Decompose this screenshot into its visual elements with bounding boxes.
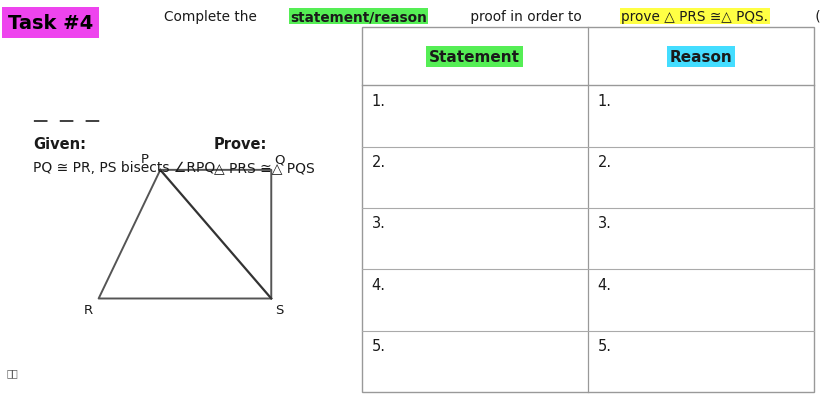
Text: prove △ PRS ≅△ PQS.: prove △ PRS ≅△ PQS. (621, 10, 769, 24)
Text: Q: Q (275, 153, 285, 166)
Bar (362, 28, 814, 392)
Text: Reason: Reason (669, 50, 732, 65)
Text: Complete the: Complete the (164, 10, 261, 24)
Text: R: R (84, 304, 93, 316)
Text: Statement: Statement (429, 50, 520, 65)
Text: Task #4: Task #4 (8, 14, 94, 33)
Text: 4.: 4. (372, 277, 386, 292)
Text: S: S (275, 304, 283, 316)
Text: 3.: 3. (372, 216, 386, 231)
Text: PQ ≅ PR, PS bisects ∠RPQ: PQ ≅ PR, PS bisects ∠RPQ (33, 160, 215, 174)
Text: 2.: 2. (372, 155, 386, 170)
Text: 4.: 4. (598, 277, 612, 292)
Text: 🌱🪑: 🌱🪑 (7, 367, 18, 377)
Text: proof in order to: proof in order to (467, 10, 587, 24)
Text: P: P (141, 153, 149, 166)
Text: 5.: 5. (372, 338, 386, 353)
Text: 2.: 2. (598, 155, 612, 170)
Text: 1.: 1. (372, 93, 386, 108)
Text: 5.: 5. (598, 338, 612, 353)
Text: (Mark the diagram, too): (Mark the diagram, too) (811, 10, 822, 24)
Text: Given:: Given: (33, 136, 85, 151)
Text: statement/reason: statement/reason (290, 10, 427, 24)
Text: —  —  —: — — — (33, 112, 100, 127)
Text: 1.: 1. (598, 93, 612, 108)
Text: Prove:: Prove: (214, 136, 267, 151)
Text: 3.: 3. (598, 216, 612, 231)
Text: △ PRS ≅△ PQS: △ PRS ≅△ PQS (214, 160, 315, 174)
